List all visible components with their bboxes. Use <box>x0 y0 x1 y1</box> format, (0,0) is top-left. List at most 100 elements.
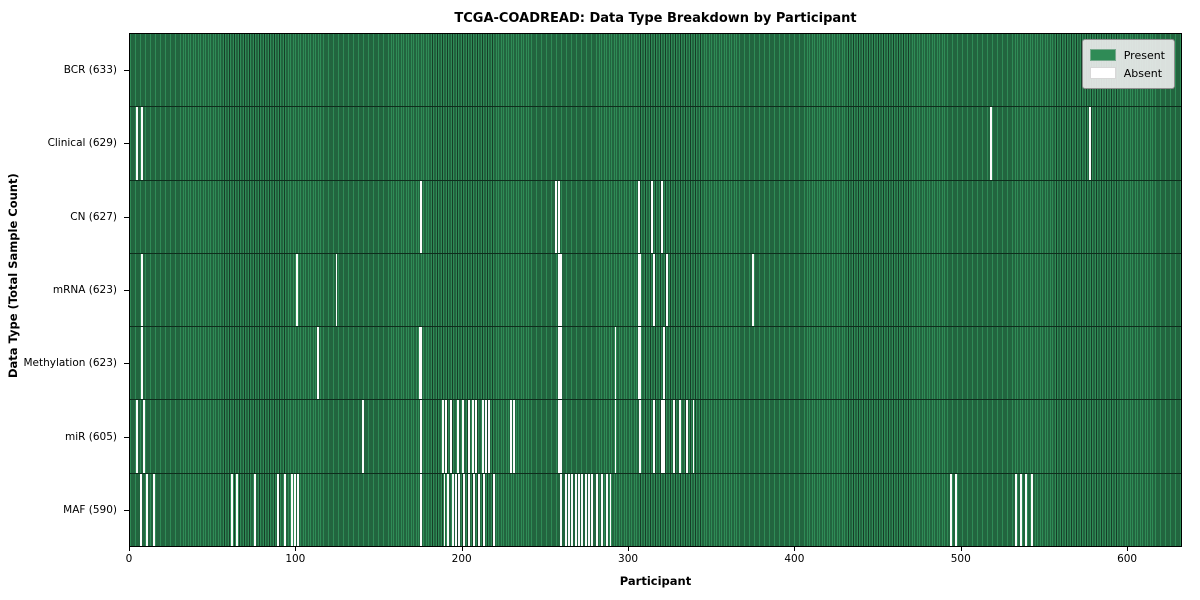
absent-marker <box>639 327 642 400</box>
absent-marker <box>559 473 562 546</box>
absent-marker <box>277 473 280 546</box>
absent-marker <box>136 107 139 180</box>
heatmap-row-methylation <box>130 327 1181 401</box>
x-axis-ticks: 0 100 200 300 400 500 600 <box>125 547 1182 577</box>
absent-marker <box>451 473 454 546</box>
absent-marker <box>606 473 609 546</box>
x-tick-mark <box>794 547 796 551</box>
heatmap-row-mir <box>130 400 1181 474</box>
absent-marker <box>456 400 459 473</box>
absent-marker <box>458 473 461 546</box>
absent-marker <box>954 473 957 546</box>
absent-marker <box>637 180 640 253</box>
absent-marker <box>141 253 144 327</box>
absent-marker <box>672 400 675 473</box>
absent-marker <box>420 400 423 473</box>
absent-marker <box>692 400 695 473</box>
absent-marker <box>637 253 640 327</box>
chart-title: TCGA-COADREAD: Data Type Breakdown by Pa… <box>454 11 857 26</box>
absent-marker <box>1019 473 1022 546</box>
absent-marker <box>485 400 487 473</box>
absent-marker <box>235 473 238 546</box>
present-swatch-icon <box>1089 49 1116 61</box>
absent-marker <box>639 400 642 473</box>
absent-marker <box>1014 473 1017 546</box>
y-tick-mark <box>124 143 129 145</box>
absent-marker <box>513 400 516 473</box>
y-tick-mark <box>124 510 129 512</box>
absent-marker <box>294 473 296 546</box>
absent-marker <box>146 473 149 546</box>
absent-marker <box>584 473 587 546</box>
absent-marker <box>471 400 474 473</box>
x-tick-mark <box>461 547 463 551</box>
absent-marker <box>559 327 562 400</box>
absent-marker <box>662 327 665 400</box>
x-axis-title: Participant <box>619 574 692 588</box>
absent-marker <box>152 473 155 546</box>
absent-marker <box>141 327 144 400</box>
absent-marker <box>420 473 423 546</box>
absent-marker <box>473 473 476 546</box>
legend-label-absent: Absent <box>1123 66 1163 80</box>
heatmap-row-cn <box>130 180 1181 254</box>
heatmap-row-maf <box>130 473 1181 546</box>
absent-marker <box>665 253 668 327</box>
absent-marker <box>420 327 423 400</box>
absent-marker <box>651 180 653 253</box>
x-tick-mark <box>960 547 962 551</box>
absent-marker <box>601 473 604 546</box>
y-tick-mark <box>124 216 129 218</box>
absent-marker <box>483 473 486 546</box>
absent-marker <box>418 327 421 400</box>
y-axis-labels: BCR (633) Clinical (629) CN (627) mRNA (623… <box>0 33 125 547</box>
y-tick-mark <box>124 436 129 438</box>
absent-marker <box>509 400 512 473</box>
absent-marker <box>475 400 477 473</box>
absent-marker <box>558 253 560 327</box>
absent-marker <box>564 473 567 546</box>
absent-swatch-icon <box>1089 67 1116 79</box>
absent-marker <box>558 400 560 473</box>
absent-marker <box>571 473 574 546</box>
absent-marker <box>662 400 665 473</box>
absent-marker <box>455 473 458 546</box>
absent-marker <box>679 400 682 473</box>
absent-marker <box>136 400 139 473</box>
absent-marker <box>652 253 655 327</box>
absent-marker <box>445 400 448 473</box>
x-tick-mark <box>1127 547 1129 551</box>
x-tick-label: 600 <box>1117 553 1138 565</box>
absent-marker <box>297 473 300 546</box>
legend-label-present: Present <box>1123 48 1165 62</box>
absent-marker <box>317 327 320 400</box>
absent-marker <box>254 473 257 546</box>
y-tick-label: MAF (590) <box>63 504 117 517</box>
absent-marker <box>450 400 453 473</box>
absent-marker <box>614 400 617 473</box>
absent-marker <box>577 473 580 546</box>
absent-marker <box>441 400 444 473</box>
absent-marker <box>596 473 599 546</box>
absent-marker <box>752 253 755 327</box>
absent-marker <box>461 400 464 473</box>
absent-marker <box>652 400 655 473</box>
absent-marker <box>295 253 298 327</box>
absent-marker <box>362 400 365 473</box>
absent-marker <box>558 327 560 400</box>
absent-marker <box>446 473 449 546</box>
absent-marker <box>493 473 496 546</box>
absent-marker <box>559 253 562 327</box>
absent-marker <box>1024 473 1027 546</box>
absent-marker <box>1089 107 1092 180</box>
absent-marker <box>609 473 612 546</box>
absent-marker <box>284 473 286 546</box>
absent-marker <box>335 253 338 327</box>
absent-marker <box>554 180 557 253</box>
y-tick-label: Clinical (629) <box>47 137 117 150</box>
heatmap-row-mrna <box>130 253 1181 328</box>
x-tick-label: 0 <box>125 553 133 565</box>
absent-marker <box>591 473 594 546</box>
absent-marker <box>230 473 233 546</box>
x-tick-label: 500 <box>950 553 971 565</box>
